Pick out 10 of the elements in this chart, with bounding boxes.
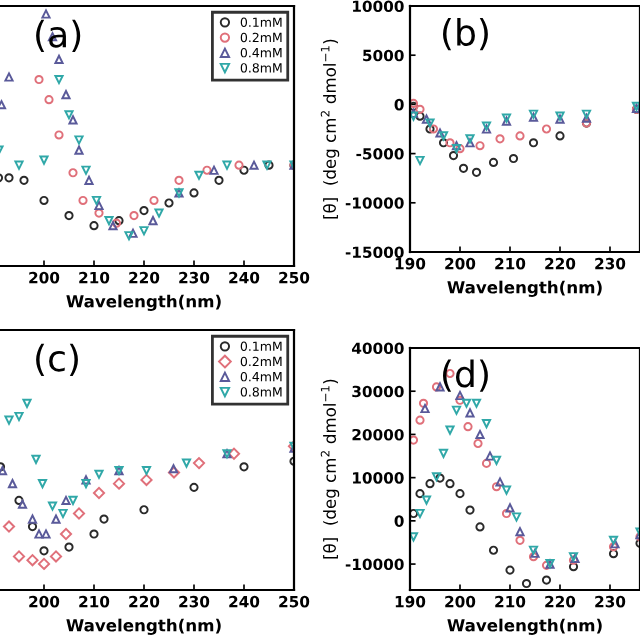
annotation: (a): [36, 19, 81, 52]
x-axis-title: Wavelength(nm): [447, 618, 602, 635]
x-axis-title: Wavelength(nm): [447, 280, 602, 297]
text: (c): [36, 343, 78, 376]
y-axis-title: [θ] (deg cm$^{2}$ dmol$^{−1}$): [320, 39, 340, 219]
y-axis-title: [θ] (deg cm$^{2}$ dmol$^{−1}$): [320, 379, 340, 559]
x-axis-title: Wavelength(nm): [66, 618, 221, 635]
annotation: (b): [443, 18, 488, 51]
x-axis-title: Wavelength(nm): [66, 294, 221, 311]
annotation: (d): [443, 359, 488, 392]
